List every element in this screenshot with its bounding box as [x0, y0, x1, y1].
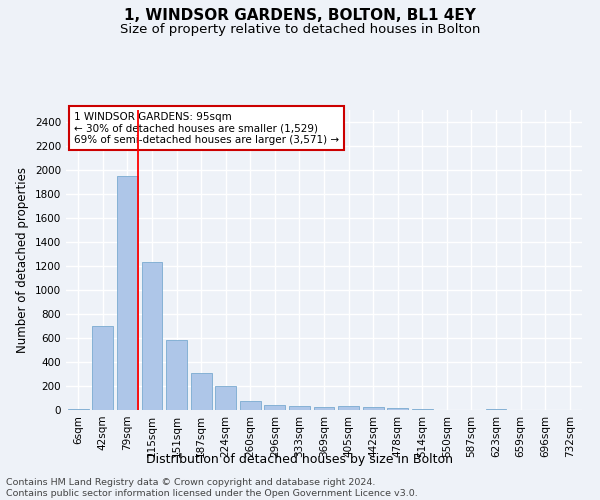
Text: Distribution of detached houses by size in Bolton: Distribution of detached houses by size …	[146, 452, 454, 466]
Bar	[117, 176, 138, 410]
Bar	[215, 386, 236, 410]
Bar	[314, 407, 334, 410]
Text: 1, WINDSOR GARDENS, BOLTON, BL1 4EY: 1, WINDSOR GARDENS, BOLTON, BL1 4EY	[124, 8, 476, 22]
Bar	[142, 262, 163, 410]
Bar	[265, 405, 286, 410]
Bar	[240, 401, 261, 410]
Bar	[387, 408, 408, 410]
Text: Size of property relative to detached houses in Bolton: Size of property relative to detached ho…	[120, 22, 480, 36]
Text: Contains HM Land Registry data © Crown copyright and database right 2024.
Contai: Contains HM Land Registry data © Crown c…	[6, 478, 418, 498]
Bar	[412, 409, 433, 410]
Bar	[362, 407, 383, 410]
Bar	[289, 406, 310, 410]
Bar	[166, 340, 187, 410]
Bar	[92, 326, 113, 410]
Bar	[191, 374, 212, 410]
Bar	[485, 409, 506, 410]
Bar	[68, 409, 89, 410]
Y-axis label: Number of detached properties: Number of detached properties	[16, 167, 29, 353]
Text: 1 WINDSOR GARDENS: 95sqm
← 30% of detached houses are smaller (1,529)
69% of sem: 1 WINDSOR GARDENS: 95sqm ← 30% of detach…	[74, 112, 339, 144]
Bar	[338, 406, 359, 410]
